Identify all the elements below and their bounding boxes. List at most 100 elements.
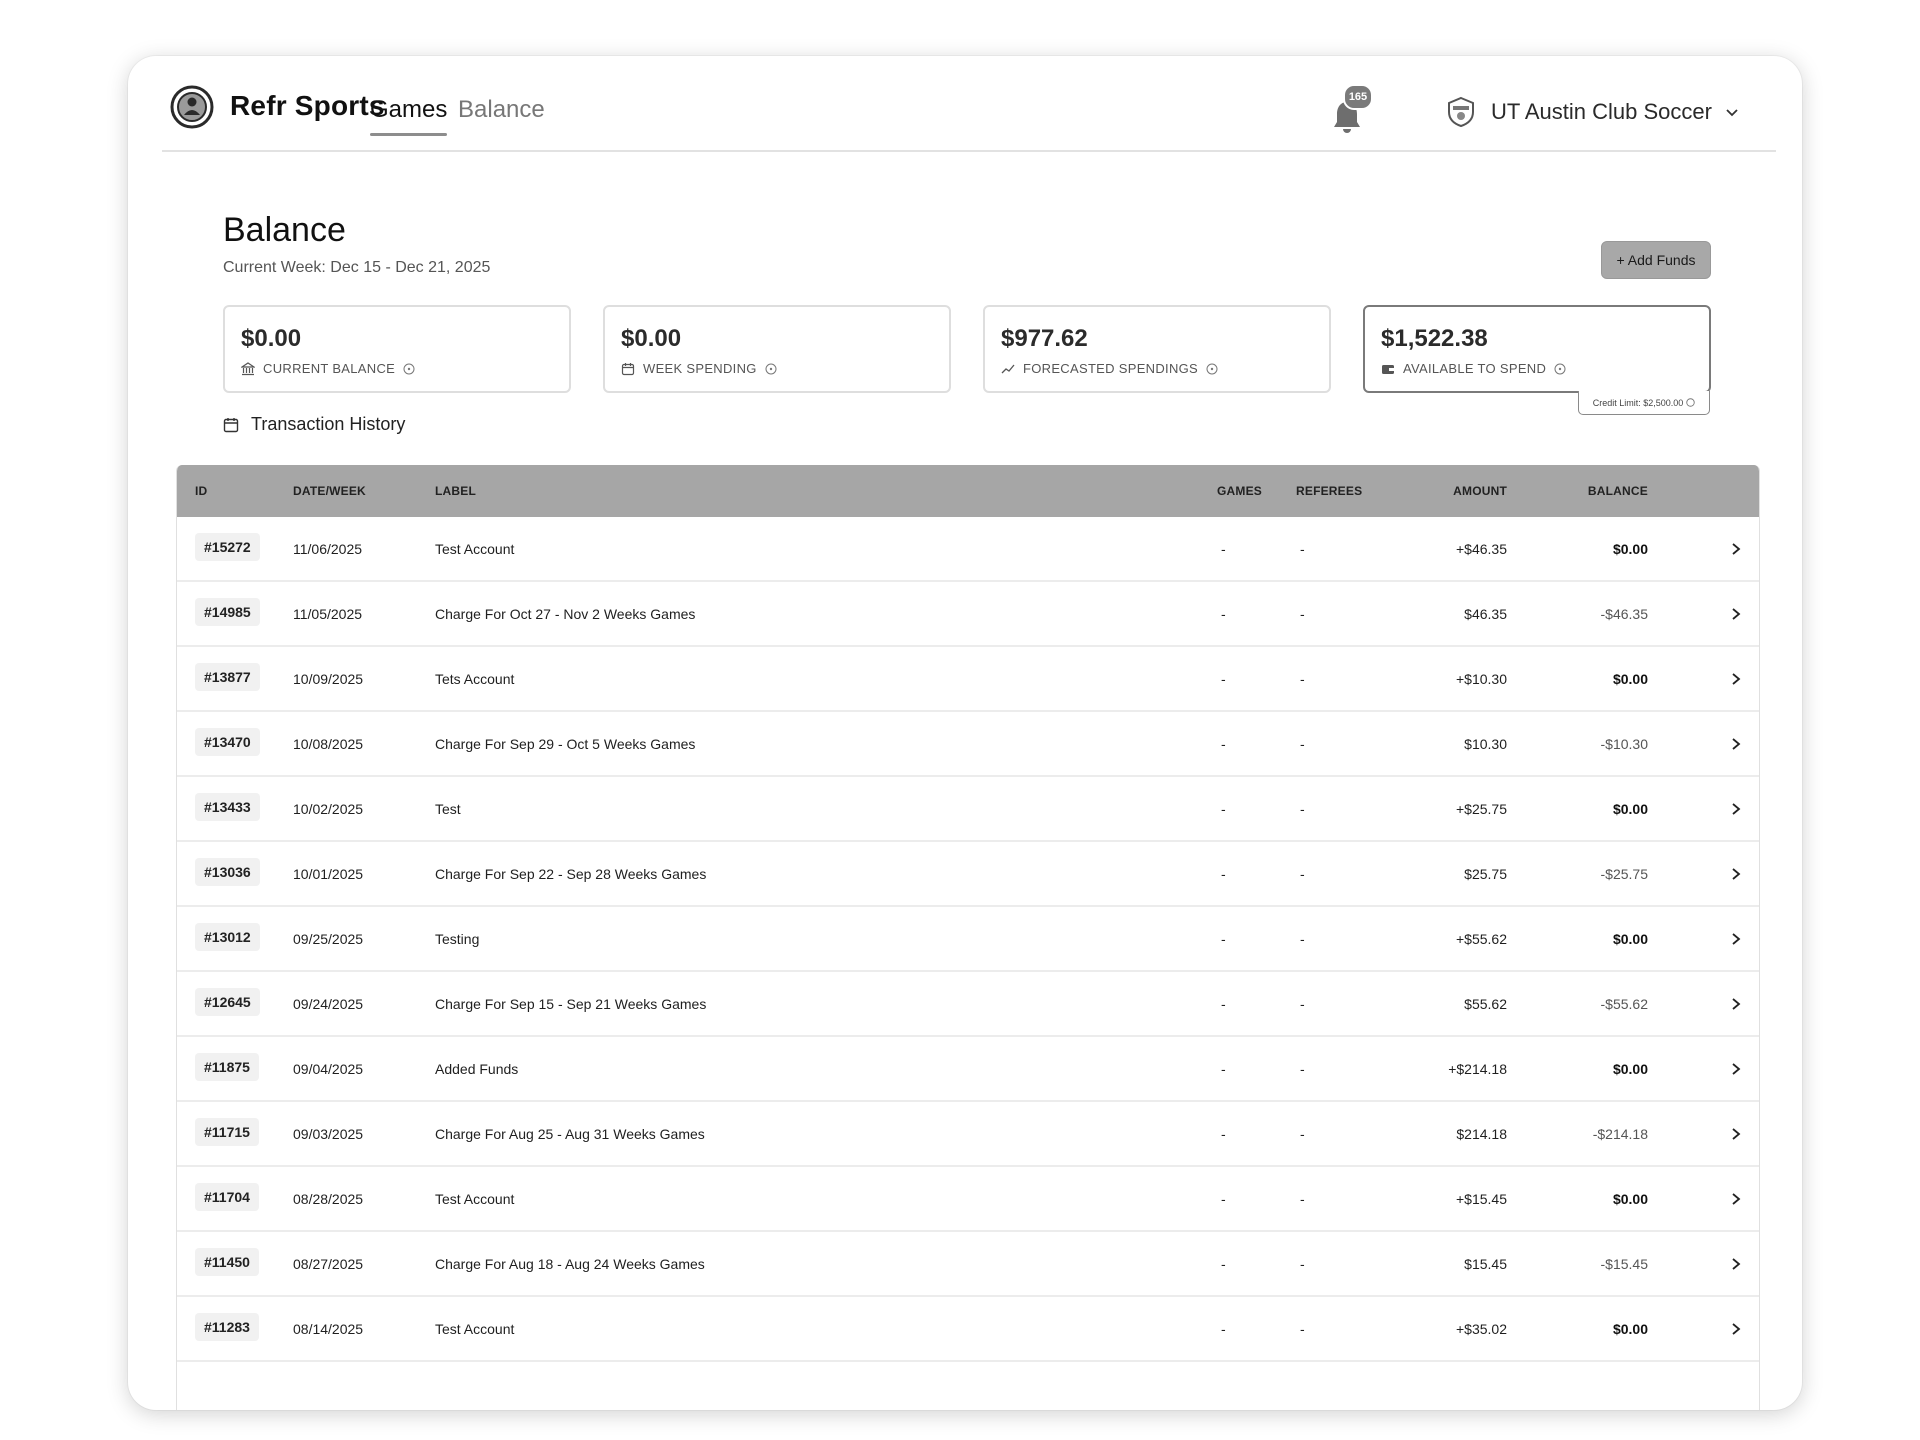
table-row[interactable]: #11283 08/14/2025 Test Account - - +$35.02 $0.… — [177, 1297, 1759, 1362]
add-funds-button[interactable]: + Add Funds — [1601, 241, 1711, 279]
col-id[interactable]: ID — [195, 484, 208, 498]
table-row[interactable]: #13470 10/08/2025 Charge For Sep 29 - Oct … — [177, 712, 1759, 777]
table-row[interactable]: #12645 09/24/2025 Charge For Sep 15 - Sep … — [177, 972, 1759, 1037]
chevron-right-icon[interactable] — [1730, 607, 1742, 621]
table-row[interactable]: #13012 09/25/2025 Testing - - +$55.62 $0.00 — [177, 907, 1759, 972]
transaction-label: Charge For Sep 22 - Sep 28 Weeks Games — [435, 866, 707, 882]
chevron-down-icon — [1726, 109, 1738, 117]
week-spending-label: WEEK SPENDING — [643, 361, 757, 376]
info-icon[interactable] — [1554, 363, 1566, 375]
transaction-referees: - — [1300, 1191, 1305, 1207]
table-body: #15272 11/06/2025 Test Account - - +$46.35 $0.… — [177, 517, 1759, 1362]
col-amount[interactable]: AMOUNT — [1453, 484, 1507, 498]
available-to-spend-label: AVAILABLE TO SPEND — [1403, 361, 1547, 376]
transaction-games: - — [1221, 801, 1226, 817]
transaction-balance: $0.00 — [1612, 931, 1648, 947]
transaction-referees: - — [1300, 671, 1305, 687]
transaction-history-title: Transaction History — [251, 414, 406, 434]
transaction-referees: - — [1300, 1321, 1305, 1337]
chevron-right-icon[interactable] — [1730, 1257, 1742, 1271]
transaction-label: Testing — [435, 931, 480, 947]
tab-games[interactable]: Games — [370, 96, 448, 136]
transaction-id: #15272 — [195, 533, 260, 561]
available-to-spend-card: $1,522.38 AVAILABLE TO SPEND — [1363, 305, 1711, 393]
chevron-right-icon[interactable] — [1730, 1127, 1742, 1141]
transaction-date: 08/28/2025 — [293, 1191, 364, 1207]
transaction-balance: $0.00 — [1612, 1191, 1648, 1207]
club-selector[interactable]: UT Austin Club Soccer — [1445, 94, 1740, 130]
refr-logo-icon[interactable] — [170, 85, 214, 129]
table-row[interactable]: #11450 08/27/2025 Charge For Aug 18 - Aug … — [177, 1232, 1759, 1297]
transaction-id: #11875 — [195, 1053, 259, 1081]
info-icon[interactable] — [1686, 398, 1695, 407]
transaction-label: Tets Account — [435, 671, 515, 687]
info-icon[interactable] — [1206, 363, 1218, 375]
chevron-right-icon[interactable] — [1730, 542, 1742, 556]
transaction-referees: - — [1300, 1126, 1305, 1142]
table-row[interactable]: #11875 09/04/2025 Added Funds - - +$214.18 $0.… — [177, 1037, 1759, 1102]
transaction-games: - — [1221, 736, 1226, 752]
page-title: Balance — [223, 211, 346, 249]
chevron-right-icon[interactable] — [1730, 737, 1742, 751]
chevron-right-icon[interactable] — [1730, 867, 1742, 881]
calendar-icon — [223, 417, 239, 432]
info-icon[interactable] — [765, 363, 777, 375]
transaction-label: Charge For Sep 29 - Oct 5 Weeks Games — [435, 736, 696, 752]
transaction-id: #13877 — [195, 663, 260, 691]
table-row[interactable]: #13877 10/09/2025 Tets Account - - +$10.30 $0.… — [177, 647, 1759, 712]
table-row[interactable]: #13433 10/02/2025 Test - - +$25.75 $0.00 — [177, 777, 1759, 842]
transaction-date: 08/14/2025 — [293, 1321, 364, 1337]
transaction-balance: -$55.62 — [1600, 996, 1648, 1012]
transaction-balance: -$25.75 — [1600, 866, 1648, 882]
brand-name[interactable]: Refr Sports — [230, 90, 385, 121]
credit-limit-text: Credit Limit: $2,500.00 — [1592, 397, 1684, 408]
chevron-right-icon[interactable] — [1730, 997, 1742, 1011]
transaction-referees: - — [1300, 1061, 1305, 1077]
chevron-right-icon[interactable] — [1730, 1322, 1742, 1336]
chevron-right-icon[interactable] — [1730, 932, 1742, 946]
app-window: Refr Sports Games Balance 165 UT Austin … — [128, 56, 1802, 1410]
transaction-balance: -$10.30 — [1600, 736, 1648, 752]
week-spending-card: $0.00 WEEK SPENDING — [603, 305, 951, 393]
transaction-referees: - — [1300, 801, 1305, 817]
transaction-id: #11715 — [195, 1118, 259, 1146]
transaction-id: #13012 — [195, 923, 260, 951]
transaction-balance: $0.00 — [1612, 541, 1648, 557]
transaction-games: - — [1221, 541, 1226, 557]
transaction-label: Test Account — [435, 1191, 515, 1207]
transaction-balance: -$15.45 — [1600, 1256, 1648, 1272]
transaction-games: - — [1221, 996, 1226, 1012]
transaction-amount: $55.62 — [1464, 996, 1507, 1012]
club-crest-icon — [1448, 96, 1474, 128]
transaction-date: 10/08/2025 — [293, 736, 364, 752]
notification-badge: 165 — [1343, 84, 1373, 110]
transaction-amount: +$10.30 — [1456, 671, 1507, 687]
col-date[interactable]: DATE/WEEK — [293, 484, 366, 498]
col-games[interactable]: GAMES — [1217, 484, 1263, 498]
col-balance[interactable]: BALANCE — [1587, 484, 1648, 498]
transaction-referees: - — [1300, 736, 1305, 752]
tab-balance[interactable]: Balance — [458, 96, 545, 123]
col-label[interactable]: LABEL — [435, 484, 476, 498]
info-icon[interactable] — [403, 363, 415, 375]
table-row[interactable]: #15272 11/06/2025 Test Account - - +$46.35 $0.… — [177, 517, 1759, 582]
chevron-right-icon[interactable] — [1730, 1192, 1742, 1206]
table-row[interactable]: #14985 11/05/2025 Charge For Oct 27 - Nov … — [177, 582, 1759, 647]
transaction-amount: $214.18 — [1456, 1126, 1507, 1142]
transaction-date: 09/04/2025 — [293, 1061, 364, 1077]
transaction-games: - — [1221, 866, 1226, 882]
transaction-referees: - — [1300, 996, 1305, 1012]
transaction-referees: - — [1300, 541, 1305, 557]
transaction-games: - — [1221, 1126, 1226, 1142]
col-referees[interactable]: REFEREES — [1296, 484, 1363, 498]
chevron-right-icon[interactable] — [1730, 1062, 1742, 1076]
transaction-games: - — [1221, 1256, 1226, 1272]
chevron-right-icon[interactable] — [1730, 802, 1742, 816]
transactions-table: ID DATE/WEEK LABEL GAMES REFEREES AMOUNT… — [176, 465, 1760, 1410]
table-row[interactable]: #13036 10/01/2025 Charge For Sep 22 - Sep … — [177, 842, 1759, 907]
transaction-referees: - — [1300, 931, 1305, 947]
chevron-right-icon[interactable] — [1730, 672, 1742, 686]
transaction-label: Charge For Aug 25 - Aug 31 Weeks Games — [435, 1126, 705, 1142]
table-row[interactable]: #11704 08/28/2025 Test Account - - +$15.45 $0.… — [177, 1167, 1759, 1232]
table-row[interactable]: #11715 09/03/2025 Charge For Aug 25 - Aug … — [177, 1102, 1759, 1167]
